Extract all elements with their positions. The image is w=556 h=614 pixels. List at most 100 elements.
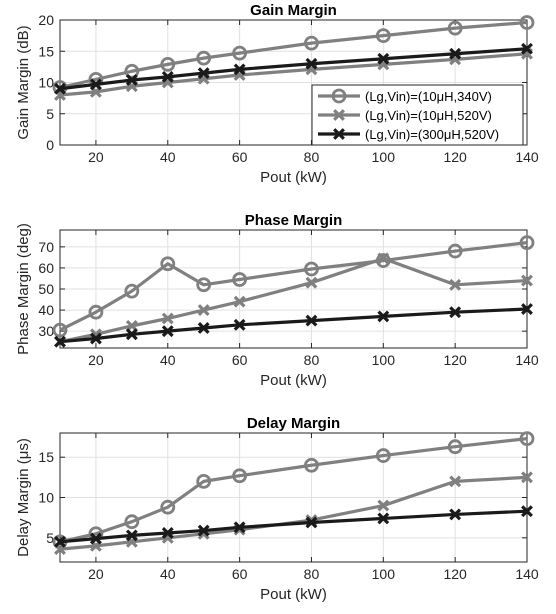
x-tick-label: 40 [160, 149, 176, 165]
data-point [196, 473, 212, 489]
data-point [125, 529, 138, 542]
y-tick-label: 30 [38, 323, 54, 339]
series-line [59, 437, 528, 544]
data-point [447, 439, 463, 455]
x-tick-label: 60 [232, 566, 248, 582]
x-tick-label: 100 [372, 566, 396, 582]
data-point [125, 328, 138, 341]
legend-marker [331, 88, 347, 104]
chart-3: 20 40 60 80 100 120 140 5 10 15 Delay Margin Pout (… [15, 415, 539, 603]
y-tick-label: 60 [38, 260, 54, 276]
x-tick-label: 100 [372, 149, 396, 165]
x-tick-label: 120 [443, 149, 467, 165]
data-point [521, 471, 533, 484]
x-tick-label: 60 [232, 149, 248, 165]
chart-title: Delay Margin [247, 415, 340, 432]
data-point [305, 516, 318, 529]
data-point [54, 82, 66, 95]
data-point [449, 306, 462, 319]
data-point [521, 505, 533, 518]
x-tick-label: 80 [304, 566, 320, 582]
x-tick-label: 20 [88, 149, 104, 165]
data-point [197, 304, 210, 317]
data-point [305, 276, 318, 289]
series-3 [54, 303, 533, 348]
series-line [59, 47, 528, 91]
series-1 [52, 431, 535, 550]
data-point [233, 63, 246, 76]
x-tick-label: 60 [232, 352, 248, 368]
data-point [519, 431, 535, 447]
y-axis-label: Delay Margin (μs) [15, 438, 32, 557]
data-point [305, 57, 318, 70]
data-point [124, 63, 140, 79]
data-point [54, 335, 66, 348]
data-point [519, 15, 535, 30]
y-tick-label: 50 [38, 281, 54, 297]
chart-title: Gain Margin [250, 2, 337, 19]
x-tick-label: 80 [304, 149, 320, 165]
data-point [54, 535, 66, 548]
series-line [59, 241, 528, 332]
data-point [161, 312, 174, 325]
legend-label: (Lg,Vin)=(10μH,340V) [365, 89, 492, 104]
x-tick-label: 20 [88, 566, 104, 582]
data-point [161, 70, 174, 83]
series-line [59, 475, 528, 551]
y-tick-label: 15 [38, 43, 54, 59]
data-point [124, 283, 140, 299]
legend-marker [333, 128, 345, 140]
data-point [375, 28, 391, 44]
data-point [197, 322, 210, 334]
y-tick-label: 10 [38, 490, 54, 506]
chart-2: 20 40 60 80 100 120 140 30 40 50 60 70 Phase Margin P… [15, 212, 539, 389]
data-point [304, 35, 319, 51]
x-tick-label: 120 [443, 566, 467, 582]
data-point [233, 318, 246, 331]
x-axis-label: Pout (kW) [260, 586, 327, 603]
data-point [449, 278, 462, 291]
x-tick-label: 140 [515, 149, 539, 165]
data-point [233, 521, 246, 534]
x-axis-label: Pout (kW) [260, 372, 327, 389]
data-point [88, 304, 104, 320]
data-point [233, 295, 246, 308]
data-point [377, 310, 390, 323]
data-point [160, 499, 176, 515]
data-point [89, 332, 102, 345]
series-line [59, 307, 528, 344]
data-point [447, 20, 463, 36]
x-tick-label: 20 [88, 352, 104, 368]
data-point [305, 314, 318, 327]
data-point [304, 261, 319, 277]
data-point [375, 448, 391, 463]
y-tick-label: 5 [46, 106, 54, 122]
y-tick-label: 40 [38, 302, 54, 318]
series-line [59, 20, 528, 90]
x-tick-label: 80 [304, 352, 320, 368]
legend-marker [333, 109, 345, 121]
y-tick-label: 15 [38, 449, 54, 465]
data-point [377, 252, 390, 265]
data-point [197, 524, 210, 537]
data-point [161, 325, 174, 338]
legend-label: (Lg,Vin)=(300μH,520V) [365, 127, 499, 142]
data-point [449, 47, 462, 60]
data-point [196, 50, 212, 66]
data-point [447, 243, 463, 259]
y-tick-label: 10 [38, 75, 54, 91]
series-3 [54, 505, 533, 548]
data-point [521, 303, 533, 315]
data-point [519, 235, 535, 251]
series-line [59, 509, 528, 544]
data-point [89, 532, 102, 545]
x-tick-label: 100 [372, 352, 396, 368]
legend: (Lg,Vin)=(10μH,340V) (Lg,Vin)=(10μH,520V)… [311, 84, 524, 146]
data-point [232, 272, 248, 287]
data-point [124, 514, 140, 530]
data-point [161, 527, 174, 539]
chart-title: Phase Margin [245, 212, 343, 229]
data-point [449, 475, 462, 488]
y-tick-label: 20 [38, 12, 54, 28]
data-point [89, 78, 102, 91]
